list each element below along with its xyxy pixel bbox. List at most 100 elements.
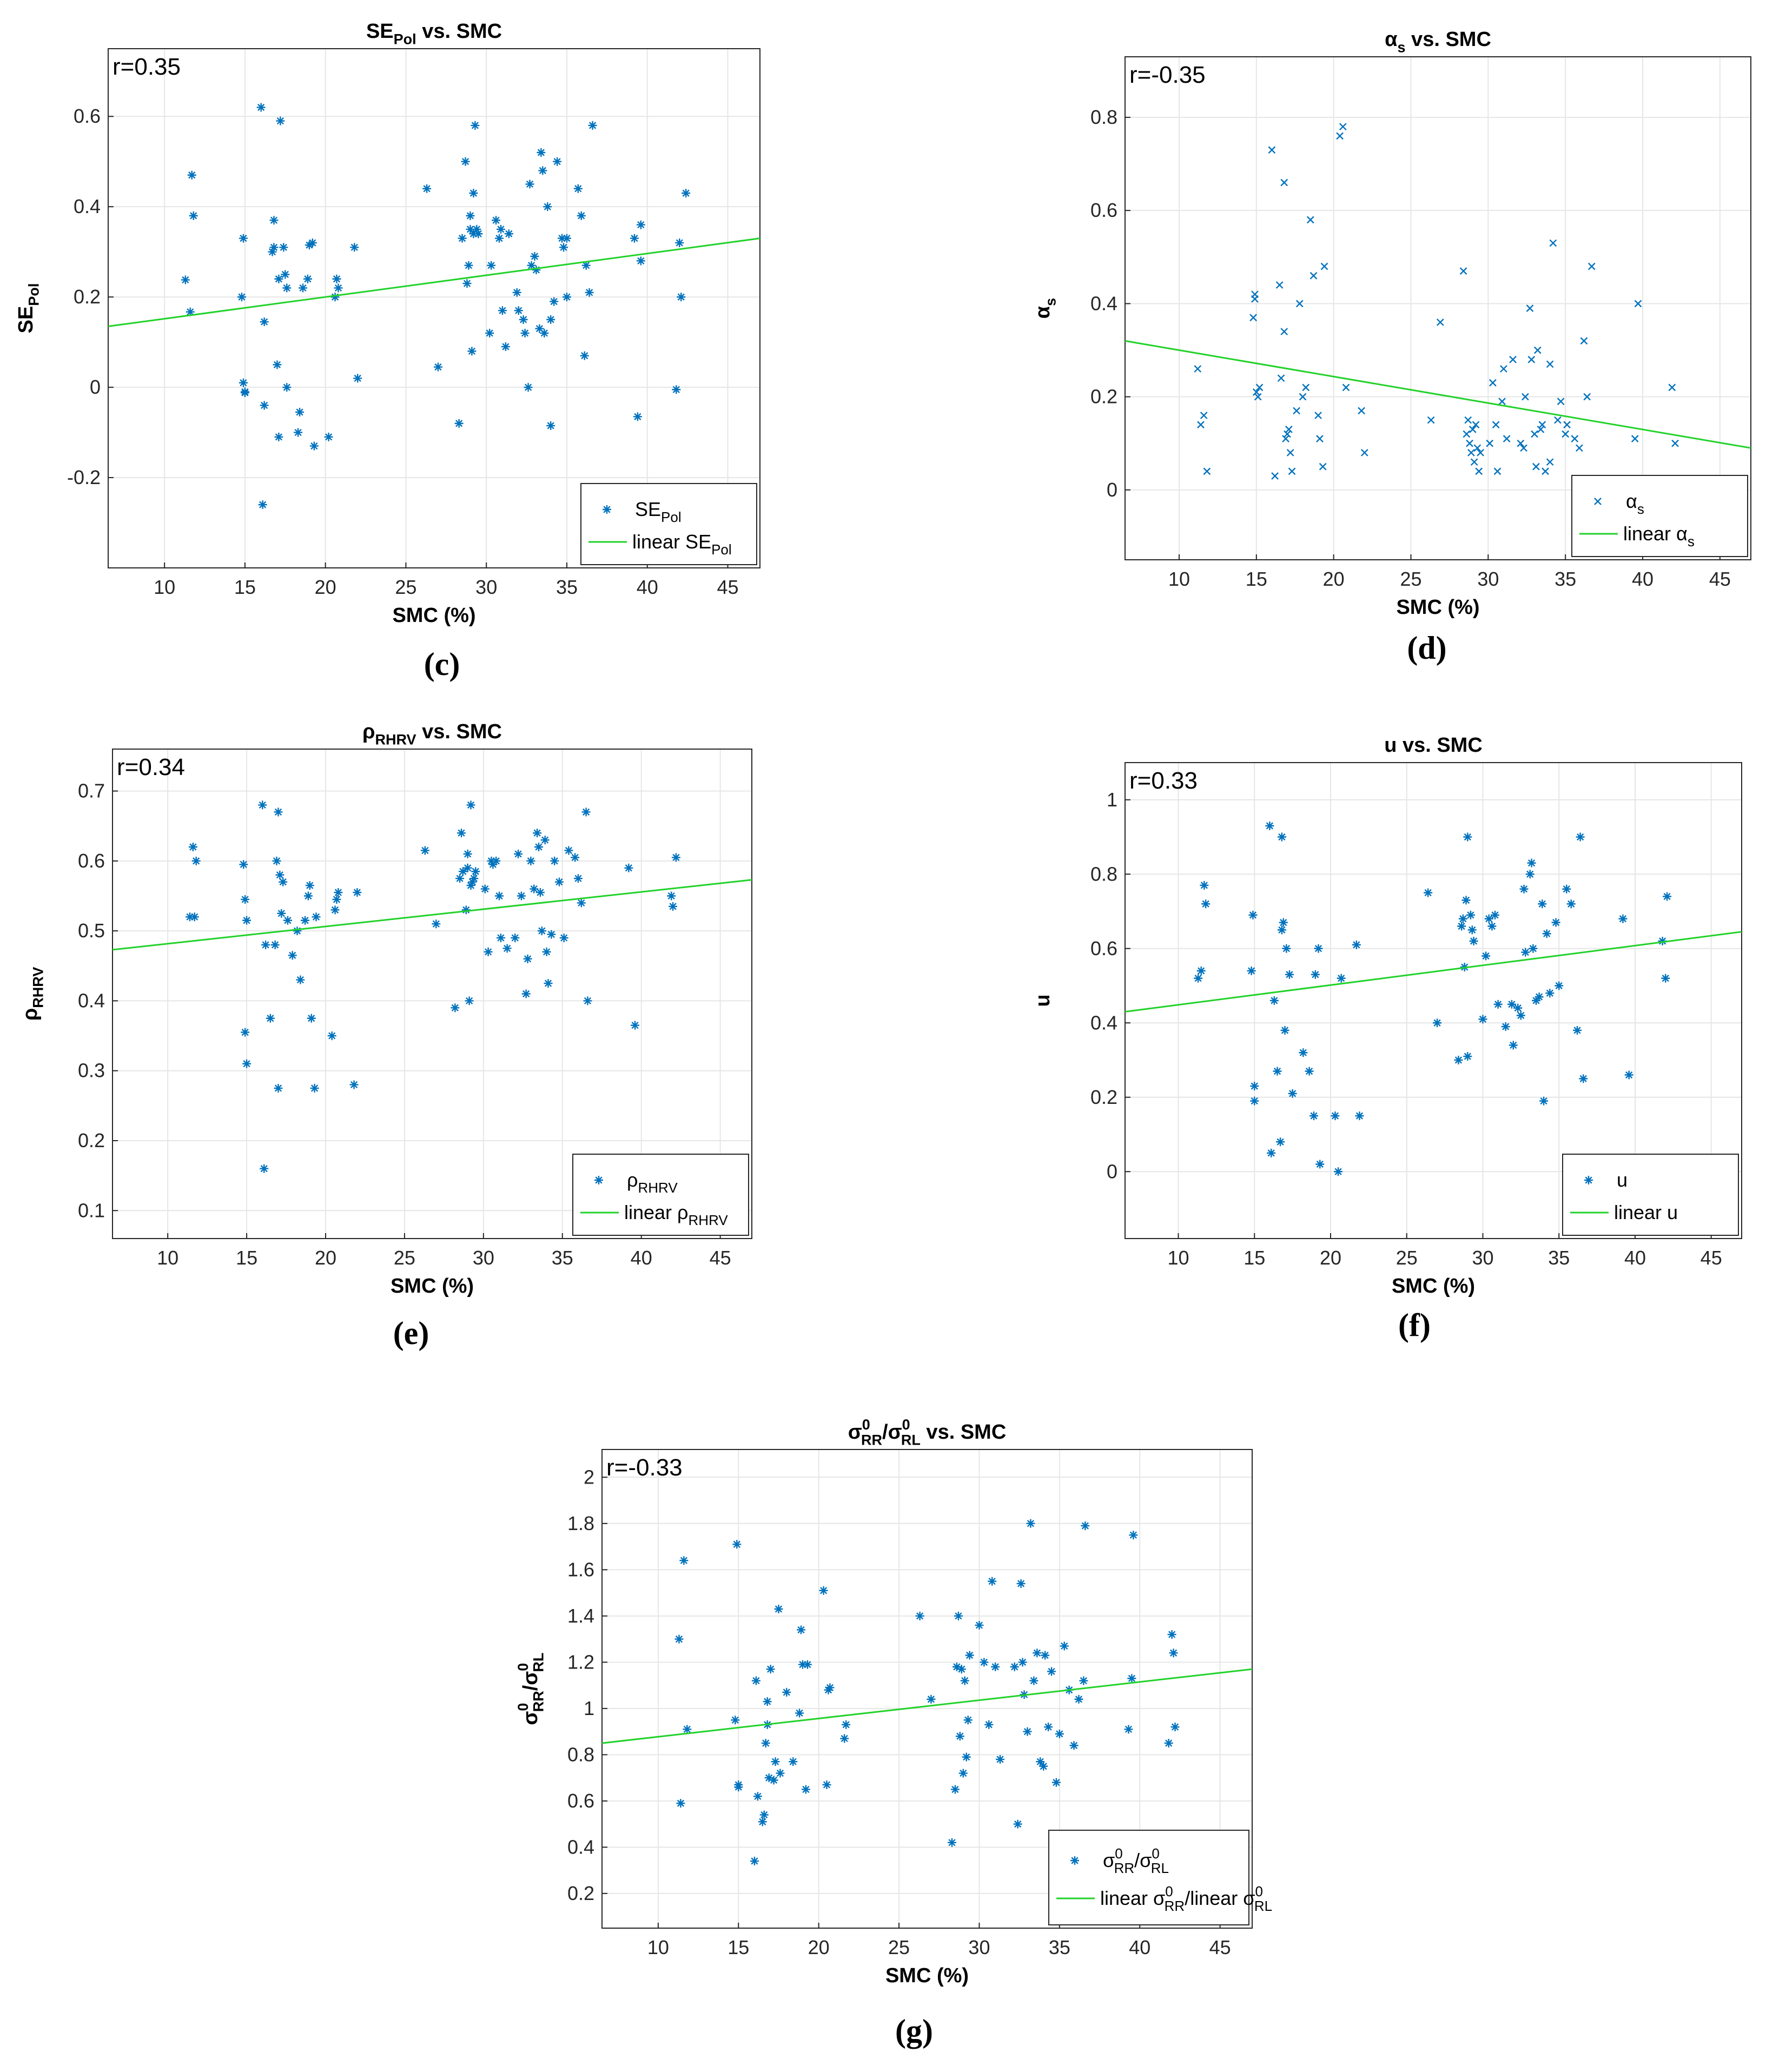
y-tick-label: 0.6 bbox=[1090, 199, 1117, 221]
y-tick-label: 0.7 bbox=[78, 780, 105, 802]
ylabel-base: α bbox=[1031, 306, 1054, 319]
data-point-glyph bbox=[299, 283, 308, 293]
data-point-glyph bbox=[498, 306, 507, 315]
data-point bbox=[1284, 430, 1291, 438]
data-point-glyph bbox=[588, 121, 597, 130]
legend-box bbox=[572, 1154, 749, 1236]
data-point bbox=[463, 849, 472, 858]
data-point bbox=[296, 975, 305, 984]
data-point-glyph bbox=[1538, 421, 1546, 429]
title-slash: /σ bbox=[882, 1421, 902, 1444]
data-point-glyph bbox=[457, 829, 466, 838]
data-point bbox=[488, 860, 498, 869]
data-point bbox=[471, 867, 480, 876]
x-tick-label: 10 bbox=[154, 576, 175, 598]
data-point bbox=[840, 1734, 849, 1743]
data-point bbox=[1016, 1579, 1026, 1588]
data-point-glyph bbox=[324, 432, 333, 441]
chart-f: 10 15 20 25 30 35 40 45 0 0.2 0.4 0.6 0.8 1 u vs. SMC S… bbox=[1031, 734, 1742, 1343]
data-point-glyph bbox=[310, 1084, 319, 1093]
data-point bbox=[469, 874, 479, 883]
data-point-glyph bbox=[675, 238, 684, 247]
data-point-glyph bbox=[753, 1792, 762, 1801]
data-point bbox=[1295, 300, 1304, 308]
title-base: SE bbox=[366, 20, 394, 43]
data-point bbox=[683, 1725, 692, 1734]
ylabel-slash: /σ bbox=[519, 1671, 542, 1691]
data-point-glyph bbox=[258, 500, 267, 509]
data-point-glyph bbox=[535, 324, 544, 333]
correlation-annotation: r=0.35 bbox=[113, 54, 181, 80]
data-point bbox=[496, 934, 505, 943]
data-point-glyph bbox=[512, 288, 521, 297]
data-point-glyph bbox=[1164, 1738, 1173, 1747]
data-point-glyph bbox=[269, 216, 279, 225]
x-tick-label: 35 bbox=[1548, 1247, 1570, 1269]
data-point-glyph bbox=[1467, 449, 1475, 456]
chart-title: SEPol vs. SMC bbox=[366, 20, 502, 47]
data-point-glyph bbox=[492, 216, 501, 225]
data-point-glyph bbox=[1306, 216, 1314, 224]
y-tick-label: 0.8 bbox=[567, 1743, 594, 1765]
data-point-glyph bbox=[1060, 1641, 1069, 1651]
data-point bbox=[474, 229, 483, 239]
data-point bbox=[187, 170, 196, 180]
x-tick-label: 35 bbox=[556, 576, 578, 598]
data-point bbox=[675, 238, 684, 247]
plot-frame-e bbox=[112, 749, 752, 1239]
data-point bbox=[750, 1857, 759, 1866]
data-point bbox=[514, 306, 523, 315]
data-point bbox=[1573, 1026, 1582, 1035]
data-point bbox=[274, 274, 283, 283]
ylabel-base: ρ bbox=[19, 1008, 42, 1021]
data-point-glyph bbox=[636, 256, 645, 266]
data-point-glyph bbox=[296, 975, 305, 984]
data-point bbox=[1023, 1727, 1032, 1736]
data-point bbox=[1247, 967, 1256, 975]
data-point-glyph bbox=[1549, 239, 1557, 247]
data-point bbox=[771, 1757, 780, 1766]
data-point bbox=[279, 877, 288, 886]
data-point-glyph bbox=[1537, 426, 1545, 433]
data-point bbox=[495, 891, 504, 901]
data-point-glyph bbox=[1167, 1630, 1176, 1639]
chart-title: ρRHRV vs. SMC bbox=[362, 720, 502, 747]
data-point bbox=[1489, 379, 1497, 387]
data-point bbox=[544, 979, 553, 988]
data-point-glyph bbox=[1517, 439, 1525, 447]
data-point-glyph bbox=[1316, 435, 1324, 442]
legend0-sub2: RL bbox=[1151, 1860, 1169, 1876]
data-point-glyph bbox=[240, 388, 249, 398]
data-point-glyph bbox=[241, 895, 250, 904]
data-point bbox=[954, 1611, 963, 1620]
data-point-glyph bbox=[1588, 262, 1596, 270]
data-point-glyph bbox=[559, 934, 568, 943]
data-point bbox=[1074, 1694, 1083, 1704]
data-point-glyph bbox=[181, 275, 190, 284]
data-point bbox=[274, 1084, 283, 1093]
title-sup: 0 bbox=[862, 1416, 870, 1433]
data-point bbox=[1010, 1662, 1019, 1671]
data-point bbox=[461, 905, 471, 915]
data-point-glyph bbox=[514, 306, 523, 315]
data-point-glyph bbox=[795, 1709, 804, 1718]
data-point bbox=[523, 954, 532, 963]
data-point bbox=[1424, 888, 1433, 897]
data-point bbox=[454, 419, 464, 428]
legend-marker bbox=[603, 505, 611, 514]
data-point-glyph bbox=[1472, 421, 1480, 429]
data-point bbox=[581, 807, 591, 817]
data-point-glyph bbox=[1493, 999, 1503, 1009]
data-point-glyph bbox=[327, 1031, 336, 1041]
data-point-glyph bbox=[520, 328, 530, 337]
data-point-glyph bbox=[562, 293, 571, 302]
data-point bbox=[332, 274, 341, 283]
data-point-glyph bbox=[1271, 472, 1279, 480]
data-point-glyph bbox=[471, 121, 480, 130]
data-point bbox=[782, 1687, 791, 1697]
data-point bbox=[310, 1084, 319, 1093]
legend1-sup: 0 bbox=[1165, 1883, 1173, 1899]
data-point bbox=[1546, 458, 1554, 466]
data-point bbox=[562, 234, 571, 243]
x-tick-label: 20 bbox=[315, 576, 336, 598]
